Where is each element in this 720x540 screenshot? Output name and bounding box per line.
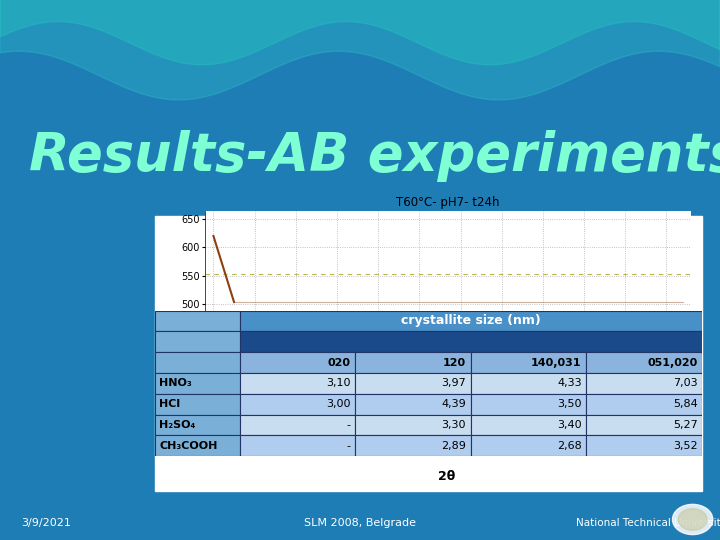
Bar [155, 435, 240, 456]
Bar [586, 352, 702, 373]
Bar [240, 332, 702, 352]
Text: Results-AB experiments: Results-AB experiments [29, 130, 720, 181]
Circle shape [672, 504, 713, 535]
Bar [155, 216, 702, 491]
Bar [155, 415, 240, 435]
Bar [586, 415, 702, 435]
Text: HNO₃: HNO₃ [159, 379, 192, 388]
Bar [586, 373, 702, 394]
Bar [471, 435, 586, 456]
Bar [355, 435, 471, 456]
Bar [471, 352, 586, 373]
Text: 4,33: 4,33 [557, 379, 582, 388]
Text: -: - [347, 441, 351, 451]
Bar [471, 373, 586, 394]
Bar [471, 394, 586, 415]
Bar [586, 435, 702, 456]
Text: crystallite size (nm): crystallite size (nm) [401, 314, 541, 327]
Text: 7,03: 7,03 [673, 379, 698, 388]
Text: 3,50: 3,50 [557, 399, 582, 409]
Bar [155, 332, 240, 352]
Text: 3,52: 3,52 [673, 441, 698, 451]
Bar [240, 435, 355, 456]
Text: 2,89: 2,89 [441, 441, 466, 451]
Text: 020: 020 [328, 357, 351, 368]
Text: 140,031: 140,031 [531, 357, 582, 368]
Text: HCl: HCl [159, 399, 180, 409]
Text: H₂SO₄: H₂SO₄ [159, 420, 196, 430]
Bar [355, 394, 471, 415]
Text: 3,30: 3,30 [441, 420, 466, 430]
Bar [471, 415, 586, 435]
Bar [240, 352, 355, 373]
Bar [155, 310, 240, 332]
Text: 2θ: 2θ [438, 470, 455, 483]
Text: 3,97: 3,97 [441, 379, 466, 388]
Bar [355, 415, 471, 435]
Bar [155, 352, 240, 373]
Bar [240, 394, 355, 415]
Text: 4,39: 4,39 [441, 399, 466, 409]
Text: 3/9/2021: 3/9/2021 [22, 518, 71, 528]
Text: Effect of different acids: Effect of different acids [212, 224, 508, 244]
Text: 051,020: 051,020 [647, 357, 698, 368]
Bar [240, 415, 355, 435]
Circle shape [678, 509, 707, 530]
Text: 3,40: 3,40 [557, 420, 582, 430]
Bar [355, 352, 471, 373]
Text: 3,10: 3,10 [326, 379, 351, 388]
Title: T60°C- pH7- t24h: T60°C- pH7- t24h [397, 197, 500, 210]
Text: SLM 2008, Belgrade: SLM 2008, Belgrade [304, 518, 416, 528]
Text: 120: 120 [443, 357, 466, 368]
Bar [240, 310, 702, 332]
Bar [586, 394, 702, 415]
Text: 2,68: 2,68 [557, 441, 582, 451]
Text: 5,84: 5,84 [673, 399, 698, 409]
Bar [355, 373, 471, 394]
Text: CH₃COOH: CH₃COOH [159, 441, 217, 451]
Bar [155, 394, 240, 415]
Text: 3,00: 3,00 [326, 399, 351, 409]
Text: -: - [347, 420, 351, 430]
Bar [240, 373, 355, 394]
Text: 5,27: 5,27 [673, 420, 698, 430]
Text: National Technical University of Athens: National Technical University of Athens [576, 518, 720, 528]
Bar [155, 373, 240, 394]
